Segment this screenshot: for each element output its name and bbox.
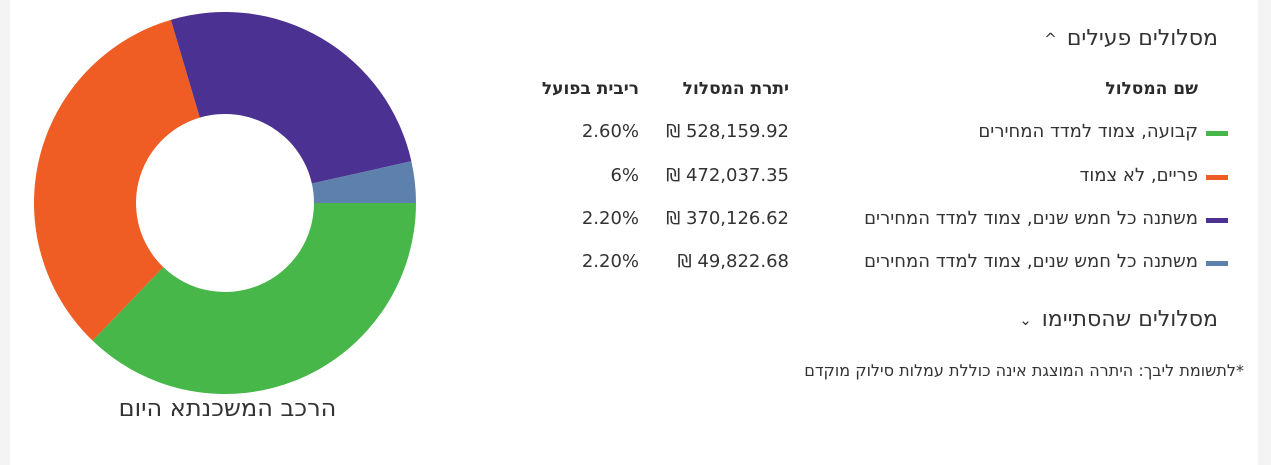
column-header-name: שם המסלול <box>1105 79 1198 99</box>
chart-title: הרכב המשכנתא היום <box>118 394 337 422</box>
donut-svg <box>34 12 416 395</box>
mortgage-donut-chart <box>30 8 420 398</box>
track-name: פריים, לא צמוד <box>1079 165 1198 186</box>
column-header-balance: יתרת המסלול <box>682 79 789 99</box>
track-balance: 472,037.35 ₪ <box>666 165 789 186</box>
track-balance: 49,822.68 ₪ <box>677 251 789 272</box>
table-row: משתנה כל חמש שנים, צמוד למדד המחירים 49,… <box>10 248 1258 278</box>
donut-slice-3[interactable] <box>311 161 416 203</box>
track-rate: 2.60% <box>581 121 639 142</box>
track-balance: 528,159.92 ₪ <box>666 121 789 142</box>
chevron-up-icon: ^ <box>1044 29 1057 48</box>
chevron-down-icon: ⌄ <box>1019 310 1032 329</box>
legend-swatch <box>1206 175 1228 180</box>
disclaimer-note: *לתשומת ליבך: היתרה המוצגת אינה כוללת עמ… <box>804 361 1244 380</box>
legend-swatch <box>1206 261 1228 266</box>
track-name: משתנה כל חמש שנים, צמוד למדד המחירים <box>864 208 1198 229</box>
donut-slice-1[interactable] <box>34 19 200 341</box>
track-name: משתנה כל חמש שנים, צמוד למדד המחירים <box>864 251 1198 272</box>
track-balance: 370,126.62 ₪ <box>666 208 789 229</box>
track-rate: 2.20% <box>581 208 639 229</box>
legend-swatch <box>1206 131 1228 136</box>
track-name: קבועה, צמוד למדד המחירים <box>978 121 1198 142</box>
legend-swatch <box>1206 218 1228 223</box>
ended-tracks-toggle[interactable]: מסלולים שהסתיימו ⌄ <box>1019 307 1218 332</box>
track-rate: 6% <box>610 165 639 186</box>
donut-slice-0[interactable] <box>92 203 416 395</box>
table-row: משתנה כל חמש שנים, צמוד למדד המחירים 370… <box>10 205 1258 235</box>
donut-slice-2[interactable] <box>170 12 412 184</box>
column-header-rate: ריבית בפועל <box>541 79 639 99</box>
track-rate: 2.20% <box>581 251 639 272</box>
table-row: קבועה, צמוד למדד המחירים 528,159.92 ₪ 2.… <box>10 118 1258 148</box>
active-tracks-title: מסלולים פעילים <box>1066 26 1218 51</box>
ended-tracks-title: מסלולים שהסתיימו <box>1041 307 1218 332</box>
active-tracks-toggle[interactable]: מסלולים פעילים ^ <box>1044 26 1218 51</box>
mortgage-card: מסלולים פעילים ^ שם המסלול יתרת המסלול ר… <box>10 0 1258 465</box>
table-row: פריים, לא צמוד 472,037.35 ₪ 6% <box>10 162 1258 192</box>
